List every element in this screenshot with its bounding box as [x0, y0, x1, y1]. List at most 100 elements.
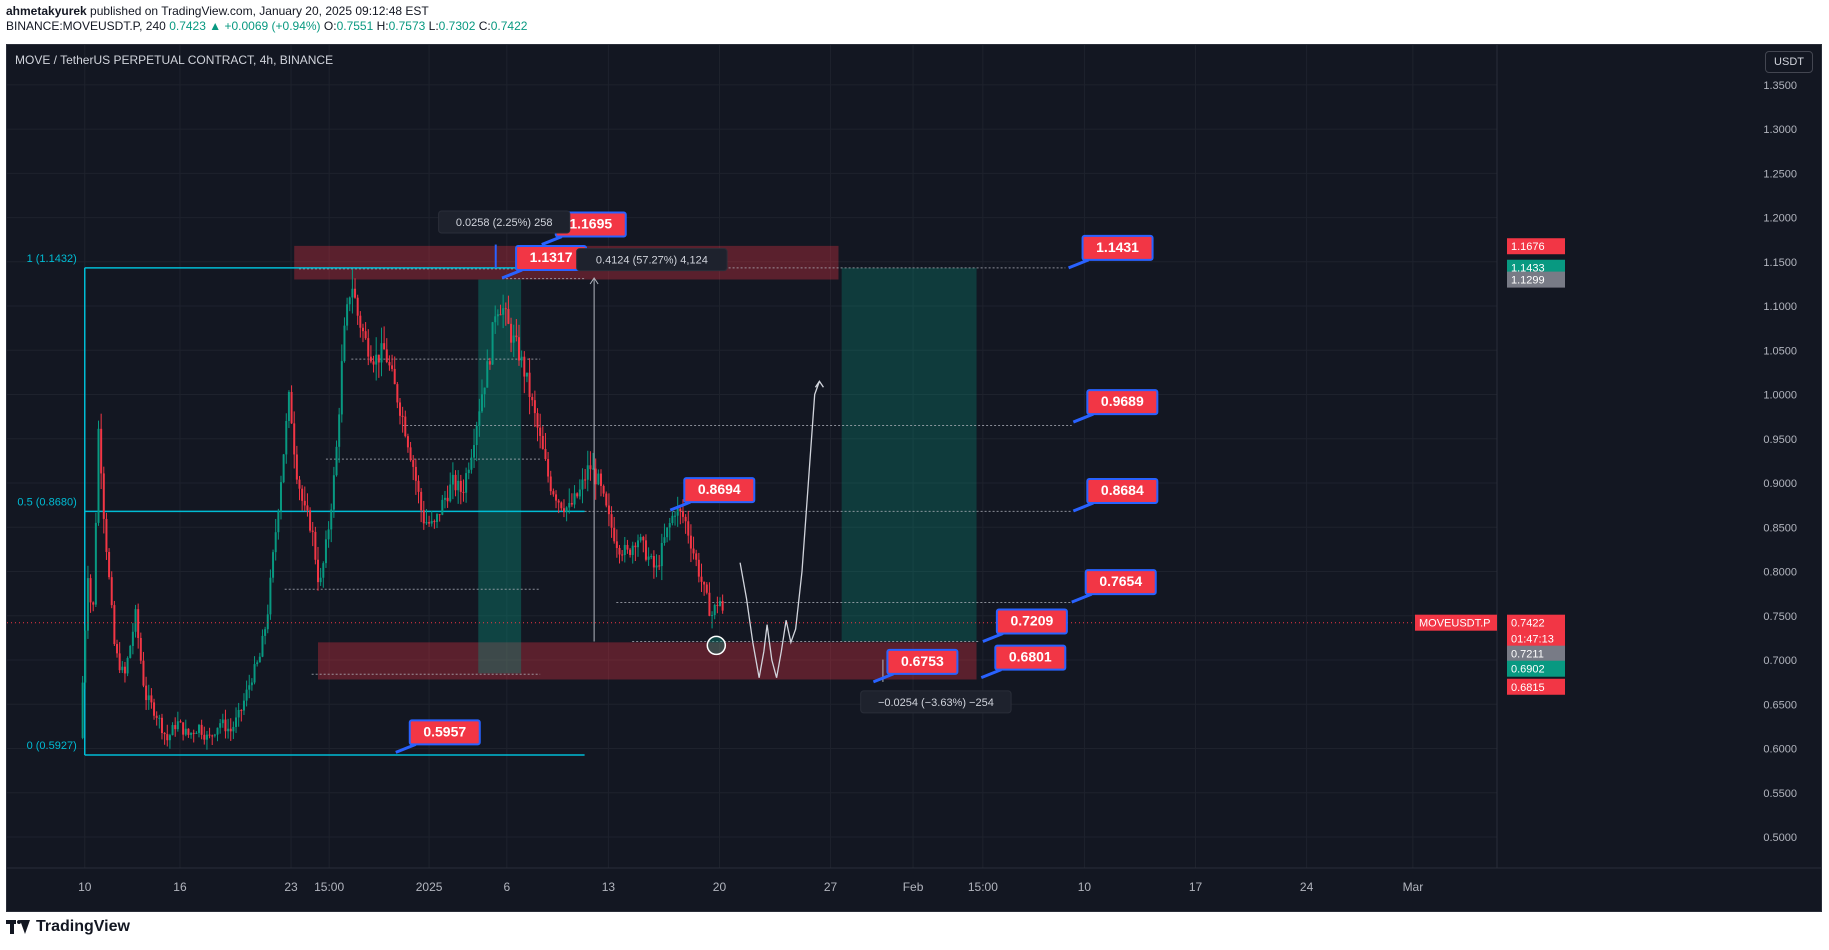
candle-body [697, 559, 700, 577]
price-label-pointer [1072, 501, 1094, 513]
x-tick-label: Mar [1403, 880, 1424, 894]
candle-body [89, 578, 92, 603]
candle-body [552, 491, 555, 495]
candle-body [94, 522, 97, 605]
candle-body [256, 662, 259, 665]
axis-price-badge [1507, 630, 1565, 647]
currency-button[interactable]: USDT [1765, 51, 1813, 73]
candle-body [182, 722, 185, 735]
candle-body [623, 544, 626, 556]
candle-body [129, 645, 132, 658]
y-tick-label: 0.6000 [1763, 744, 1797, 756]
x-tick-label: 23 [284, 880, 298, 894]
candle-body [475, 425, 478, 446]
y-tick-label: 1.2500 [1763, 168, 1797, 180]
measure-box [576, 248, 728, 272]
candle-body [311, 530, 314, 532]
candle-body [369, 356, 372, 362]
candle-body [184, 728, 187, 735]
candle-body [650, 556, 653, 558]
candle-body [242, 700, 245, 711]
candle-body [446, 497, 449, 502]
candle-body [438, 514, 441, 516]
candle-body [592, 468, 595, 470]
candle-body [480, 394, 483, 412]
fib-level-label: 1 (1.1432) [27, 253, 77, 265]
candle-body [224, 719, 227, 732]
change-value: +0.0069 (+0.94%) [224, 19, 321, 33]
candle-body [219, 723, 222, 728]
candle-body [367, 338, 370, 357]
candle-body [576, 493, 579, 497]
candle-body [618, 547, 621, 555]
candle-body [483, 387, 486, 395]
candle-body [235, 717, 238, 727]
candle-body [398, 402, 401, 416]
candle-body [198, 724, 201, 733]
candle-body [364, 331, 367, 339]
price-label-box [408, 719, 481, 746]
candle-body [557, 500, 560, 503]
candle-body [274, 532, 277, 553]
candle-body [240, 710, 243, 712]
candle-body [123, 666, 126, 674]
candle-body [586, 465, 589, 480]
candle-body [383, 343, 386, 350]
axis-price-badge-text: 1.1299 [1511, 275, 1545, 287]
candle-body [528, 372, 531, 397]
range-arrow-icon [589, 277, 599, 285]
candle-body [451, 474, 454, 485]
candle-body [488, 361, 491, 365]
y-tick-label: 0.9500 [1763, 434, 1797, 446]
x-tick-label: 27 [824, 880, 838, 894]
axis-price-badge-text: 01:47:13 [1511, 633, 1554, 645]
low-value: 0.7302 [438, 19, 476, 33]
candle-body [692, 548, 695, 554]
low-marker-icon [706, 635, 727, 656]
candle-body [409, 447, 412, 461]
candle-body [306, 505, 309, 511]
candle-body [97, 428, 100, 523]
price-label-pointer [1072, 412, 1094, 424]
candle-body [168, 735, 171, 741]
candle-body [319, 577, 322, 583]
candle-body [547, 459, 550, 477]
candle-body [293, 423, 296, 455]
candle-body [372, 361, 375, 365]
candle-body [171, 725, 174, 736]
publisher-name[interactable]: ahmetakyurek [6, 4, 87, 18]
candle-body [467, 469, 470, 474]
candle-body [695, 553, 698, 560]
x-tick-label: 20 [713, 880, 727, 894]
candle-body [621, 554, 624, 556]
x-tick-label: Feb [903, 880, 924, 894]
published-text: published on TradingView.com, January 20… [86, 4, 429, 18]
candle-body [401, 415, 404, 417]
price-label-box [1086, 389, 1159, 416]
candle-body [430, 520, 433, 524]
candle-body [404, 416, 407, 437]
chart-title: MOVE / TetherUS PERPETUAL CONTRACT, 4h, … [15, 53, 334, 67]
chart-panel[interactable]: 1 (1.1432) 0.5 (0.8680) 0 (0.5927) 1.1695 1.… [6, 44, 1822, 912]
candle-body [422, 510, 425, 524]
candle-body [322, 563, 325, 578]
footer-brand[interactable]: TradingView [6, 918, 130, 936]
chart-canvas[interactable]: 1 (1.1432) 0.5 (0.8680) 0 (0.5927) 1.1695 1.… [7, 45, 1822, 912]
candle-body [626, 544, 629, 550]
candle-body [594, 468, 597, 485]
candle-body [248, 685, 251, 690]
candle-body [354, 288, 357, 298]
x-tick-label: 10 [78, 880, 92, 894]
candle-body [584, 479, 587, 481]
candle-body [245, 689, 248, 701]
axis-price-badge-text: 0.7422 [1511, 618, 1545, 630]
candle-body [599, 473, 602, 486]
candle-body [660, 543, 663, 567]
candle-body [113, 605, 116, 645]
price-label-pointer [982, 632, 1004, 643]
price-label-pointer [541, 235, 563, 246]
symbol-badge-text: MOVEUSDT.P [1419, 618, 1491, 630]
price-label-box [995, 608, 1068, 635]
candle-body [597, 473, 600, 485]
candle-body [589, 465, 592, 470]
